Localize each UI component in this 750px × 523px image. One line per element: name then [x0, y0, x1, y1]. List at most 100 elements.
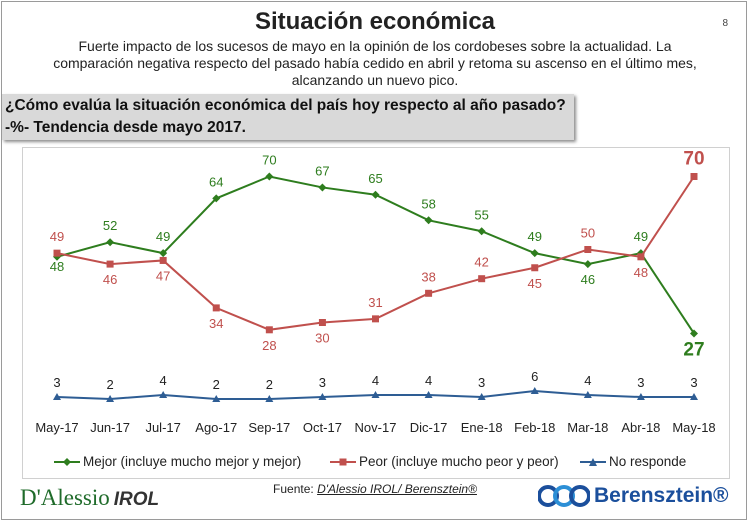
- data-label-peor: 42: [474, 255, 488, 270]
- x-tick-label: Sep-17: [248, 420, 290, 435]
- data-label-mejor: 48: [50, 259, 64, 274]
- data-point-peor: [637, 253, 645, 261]
- data-point-mejor: [690, 329, 698, 338]
- x-tick-label: Feb-18: [514, 420, 555, 435]
- data-point-peor: [53, 249, 61, 257]
- x-tick-label: May-17: [35, 420, 78, 435]
- legend-label-no-responde: No responde: [609, 454, 687, 469]
- data-label-mejor: 49: [528, 229, 542, 244]
- data-point-no_responde: [265, 395, 274, 402]
- legend-square-icon: [330, 458, 356, 466]
- x-tick-label: Dic-17: [410, 420, 448, 435]
- legend-label-mejor: Mejor (incluye mucho mejor y mejor): [83, 454, 302, 469]
- data-label-peor: 34: [209, 316, 223, 331]
- data-point-no_responde: [159, 391, 168, 398]
- data-label-no_responde: 4: [160, 373, 167, 388]
- data-label-peor: 38: [421, 269, 435, 284]
- data-label-peor: 30: [315, 331, 329, 346]
- question-box: [2, 94, 574, 140]
- data-label-no_responde: 3: [319, 375, 326, 390]
- data-label-no_responde: 2: [266, 377, 273, 392]
- data-label-mejor: 46: [581, 272, 595, 287]
- data-point-mejor: [371, 190, 380, 199]
- logo-dalessio-text: D'Alessio: [20, 485, 110, 510]
- data-label-mejor: 58: [421, 196, 435, 211]
- survey-question: ¿Cómo evalúa la situación económica del …: [5, 97, 566, 114]
- data-point-no_responde: [583, 391, 592, 398]
- x-tick-label: Abr-18: [621, 420, 660, 435]
- data-label-peor: 47: [156, 268, 170, 283]
- data-point-mejor: [159, 249, 168, 258]
- series-line-mejor: [56, 175, 695, 335]
- x-tick-label: Jul-17: [145, 420, 180, 435]
- data-point-mejor: [106, 238, 115, 247]
- x-tick-label: Ago-17: [195, 420, 237, 435]
- data-point-peor: [372, 315, 379, 323]
- x-tick-label: Mar-18: [567, 420, 608, 435]
- data-point-no_responde: [636, 393, 645, 400]
- data-label-no_responde: 3: [637, 375, 644, 390]
- logo-irol-text: IROL: [113, 489, 160, 510]
- source-line: Fuente: D'Alessio IROL/ Berensztein®: [0, 482, 750, 496]
- data-point-peor: [425, 289, 433, 297]
- data-point-mejor: [318, 183, 327, 192]
- data-point-no_responde: [530, 387, 539, 394]
- data-point-no_responde: [53, 393, 61, 400]
- legend-item-mejor: Mejor (incluye mucho mejor y mejor): [54, 454, 301, 469]
- data-point-mejor: [424, 216, 433, 225]
- data-label-no_responde: 3: [53, 375, 60, 390]
- data-point-peor: [106, 260, 114, 268]
- x-tick-label: Jun-17: [90, 420, 130, 435]
- data-point-no_responde: [371, 391, 380, 398]
- data-label-peor: 70: [683, 149, 704, 170]
- logo-berensztein-text: Berensztein®: [594, 484, 729, 507]
- data-label-no_responde: 6: [531, 369, 538, 384]
- x-tick-label: Nov-17: [355, 420, 397, 435]
- data-point-peor: [584, 246, 592, 253]
- legend-item-peor: Peor (incluye mucho peor y peor): [330, 454, 559, 469]
- data-point-peor: [318, 319, 326, 326]
- data-label-mejor: 49: [156, 229, 170, 244]
- data-point-mejor: [530, 249, 539, 258]
- source-prefix: Fuente:: [273, 482, 318, 496]
- source-names: D'Alessio IROL/ Berensztein®: [317, 482, 477, 496]
- data-point-peor: [159, 256, 167, 264]
- data-label-no_responde: 4: [584, 373, 591, 388]
- page-number: 8: [722, 18, 728, 29]
- page-subtitle: Fuerte impacto de los sucesos de mayo en…: [53, 38, 697, 88]
- data-label-mejor: 64: [209, 174, 223, 189]
- data-point-peor: [265, 326, 273, 334]
- data-point-no_responde: [424, 391, 433, 398]
- data-label-mejor: 52: [103, 218, 117, 233]
- data-label-no_responde: 4: [372, 373, 379, 388]
- dalessio-irol-logo: D'Alessio IROL: [20, 485, 159, 511]
- plot-area: [22, 147, 730, 479]
- berensztein-logo: Berensztein®: [537, 484, 729, 508]
- x-tick-label: Ene-18: [461, 420, 503, 435]
- data-point-peor: [531, 264, 539, 272]
- data-point-mejor: [477, 227, 486, 236]
- data-point-no_responde: [212, 395, 221, 402]
- data-label-no_responde: 3: [690, 375, 697, 390]
- data-label-mejor: 70: [262, 153, 276, 168]
- data-label-mejor: 49: [634, 229, 648, 244]
- trend-note: -%- Tendencia desde mayo 2017.: [5, 119, 246, 136]
- data-point-no_responde: [318, 393, 327, 400]
- data-label-peor: 45: [528, 276, 542, 291]
- berensztein-logo-icon: [537, 485, 591, 507]
- data-label-peor: 49: [50, 229, 64, 244]
- data-label-peor: 48: [634, 265, 648, 280]
- data-point-no_responde: [477, 393, 486, 400]
- data-point-peor: [478, 275, 486, 283]
- data-label-no_responde: 3: [478, 375, 485, 390]
- data-point-mejor: [212, 194, 221, 203]
- legend-triangle-icon: [580, 458, 606, 467]
- data-label-no_responde: 4: [425, 373, 432, 388]
- data-point-mejor: [583, 260, 592, 269]
- data-point-no_responde: [690, 393, 698, 400]
- legend-diamond-icon: [54, 458, 80, 467]
- data-label-peor: 28: [262, 338, 276, 353]
- data-label-no_responde: 2: [213, 377, 220, 392]
- data-label-no_responde: 2: [106, 377, 113, 392]
- x-tick-label: May-18: [672, 420, 715, 435]
